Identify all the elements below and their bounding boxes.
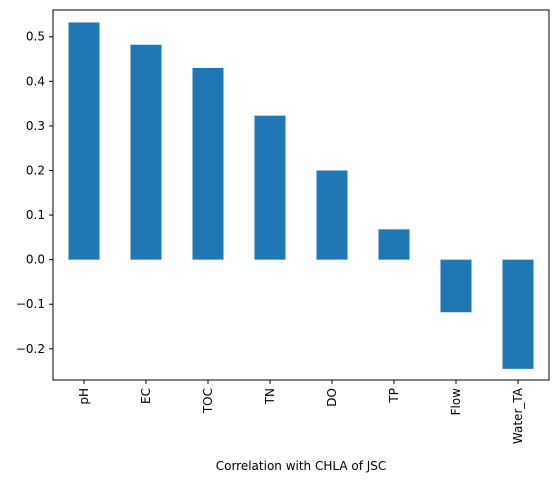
y-tick-label: −0.1: [16, 297, 45, 311]
x-tick-label: TOC: [201, 388, 215, 414]
y-tick-label: 0.4: [26, 74, 45, 88]
x-tick-label: Water_TA: [511, 387, 525, 444]
x-axis: pH EC TOC TN DO TP Flow Water_TA: [77, 380, 525, 444]
y-tick-label: 0.1: [26, 208, 45, 222]
bar-ph: [68, 22, 100, 260]
y-axis: −0.2 −0.1 0.0 0.1 0.2 0.3 0.4 0.5: [16, 30, 53, 356]
y-tick-label: −0.2: [16, 342, 45, 356]
bars-group: [68, 22, 534, 369]
x-tick-label: TN: [263, 388, 277, 405]
bar-water-ta: [502, 259, 534, 369]
bar-flow: [440, 259, 472, 313]
y-tick-label: 0.3: [26, 119, 45, 133]
bar-ec: [130, 44, 162, 260]
x-tick-label: pH: [77, 388, 91, 405]
bar-toc: [192, 67, 224, 260]
bar-tp: [378, 229, 410, 260]
y-tick-label: 0.0: [26, 253, 45, 267]
y-tick-label: 0.2: [26, 163, 45, 177]
x-axis-label: Correlation with CHLA of JSC: [216, 459, 387, 473]
bar-do: [316, 170, 348, 260]
plot-frame: [52, 9, 550, 381]
x-tick-label: Flow: [449, 388, 463, 416]
x-tick-label: TP: [387, 388, 401, 404]
bar-tn: [254, 115, 286, 260]
x-tick-label: DO: [325, 388, 339, 407]
x-tick-label: EC: [139, 388, 153, 404]
y-tick-label: 0.5: [26, 30, 45, 44]
